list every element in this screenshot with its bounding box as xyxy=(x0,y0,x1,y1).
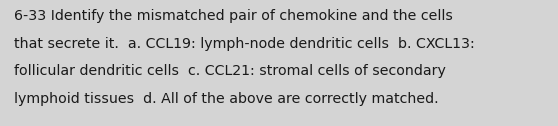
Text: 6-33 Identify the mismatched pair of chemokine and the cells: 6-33 Identify the mismatched pair of che… xyxy=(14,9,453,23)
Text: that secrete it.  a. CCL19: lymph-node dendritic cells  b. CXCL13:: that secrete it. a. CCL19: lymph-node de… xyxy=(14,37,475,51)
Text: lymphoid tissues  d. All of the above are correctly matched.: lymphoid tissues d. All of the above are… xyxy=(14,92,439,106)
Text: follicular dendritic cells  c. CCL21: stromal cells of secondary: follicular dendritic cells c. CCL21: str… xyxy=(14,64,446,78)
